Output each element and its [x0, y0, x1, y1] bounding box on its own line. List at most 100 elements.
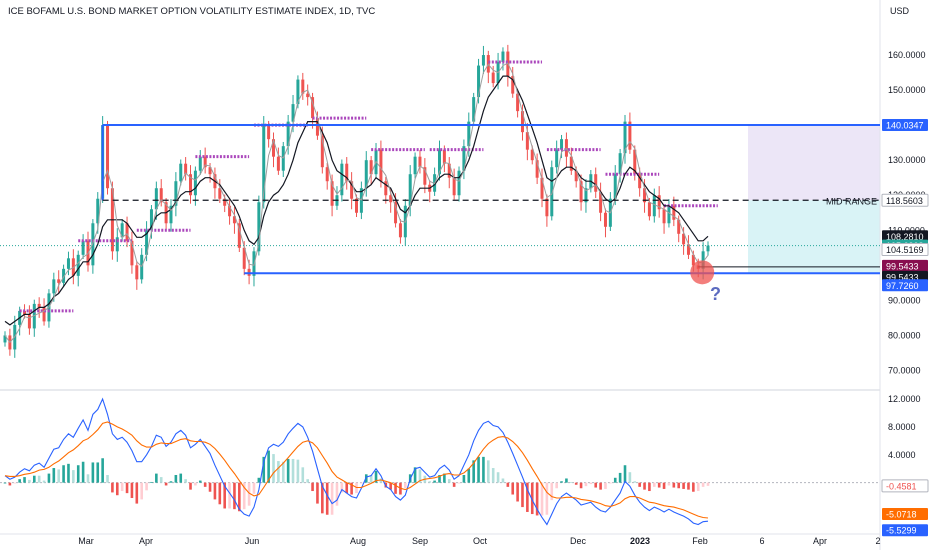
candle-body: [115, 237, 119, 252]
macd-histogram-bar: [101, 458, 104, 483]
macd-histogram-bar: [570, 481, 573, 483]
macd-histogram-bar: [433, 480, 436, 483]
candle-body: [389, 195, 393, 203]
candle-body: [154, 188, 158, 210]
macd-histogram-bar: [159, 477, 163, 483]
candle-body: [477, 65, 481, 98]
candle-body: [203, 156, 207, 168]
macd-histogram-bar: [491, 468, 495, 483]
candle-body: [677, 219, 681, 234]
macd-histogram-bar: [682, 482, 685, 489]
macd-histogram-bar: [218, 482, 222, 505]
candle-body: [145, 230, 149, 255]
macd-histogram-bar: [633, 481, 637, 483]
candle-body: [599, 191, 603, 213]
macd-histogram-bar: [687, 482, 690, 490]
macd-badge-label: -5.5299: [886, 526, 917, 536]
macd-histogram-bar: [672, 482, 676, 488]
macd-histogram-bar: [696, 482, 700, 492]
candle-body: [447, 163, 451, 178]
candle-body: [584, 188, 588, 203]
candle-body: [647, 202, 651, 217]
macd-histogram-bar: [457, 482, 461, 484]
candle-body: [579, 181, 583, 203]
macd-histogram-bar: [18, 479, 21, 483]
candle-body: [623, 121, 627, 154]
macd-histogram-bar: [37, 475, 41, 483]
macd-histogram-bar: [111, 482, 114, 493]
macd-histogram-bar: [584, 482, 588, 487]
candle-body: [481, 55, 485, 66]
macd-histogram-bar: [106, 474, 109, 483]
candle-body: [516, 93, 520, 112]
time-tick-label: 2: [875, 536, 880, 546]
macd-histogram-bar: [530, 482, 534, 515]
time-tick-label: Oct: [473, 536, 488, 546]
price-badge-label: 108.2810: [886, 232, 924, 242]
macd-histogram-bar: [223, 482, 226, 509]
candle-body: [491, 72, 495, 84]
candle-body: [120, 223, 124, 238]
macd-histogram-bar: [599, 482, 602, 490]
price-badge: 99.5433: [882, 259, 928, 272]
macd-histogram-bar: [145, 482, 148, 491]
time-tick-label: Sep: [412, 536, 428, 546]
price-badge: 97.7260: [882, 279, 928, 292]
macd-histogram-bar: [135, 482, 139, 504]
macd-histogram-bar: [369, 474, 373, 483]
macd-histogram-bar: [692, 482, 695, 492]
candle-body: [301, 79, 305, 94]
candle-body: [672, 205, 676, 220]
candle-body: [525, 132, 529, 150]
price-badge: 118.5603: [881, 193, 929, 207]
macd-histogram-bar: [662, 482, 666, 489]
macd-histogram-bar: [706, 482, 710, 486]
candle-body: [550, 167, 554, 217]
price-tick-label: 160.0000: [888, 50, 926, 60]
macd-histogram-bar: [652, 482, 656, 487]
candle-body: [198, 156, 202, 171]
candle-body: [237, 223, 241, 248]
candle-body: [520, 111, 524, 133]
macd-histogram-bar: [321, 482, 324, 514]
candle-body: [540, 177, 544, 199]
macd-tick-label: 12.0000: [888, 394, 921, 404]
ma-slow-line: [4, 62, 709, 344]
price-badge: 108.2810: [882, 230, 928, 243]
macd-histogram-bar: [623, 465, 627, 483]
ma-fast-line: [4, 75, 709, 326]
macd-histogram-bar: [228, 482, 231, 509]
candle-body: [394, 202, 398, 224]
macd-histogram-bar: [545, 482, 549, 515]
chart-title: ICE BOFAML U.S. BOND MARKET OPTION VOLAT…: [8, 6, 375, 17]
candle-body: [603, 212, 607, 227]
macd-histogram-bar: [233, 482, 236, 510]
candle-body: [228, 205, 232, 217]
macd-histogram-bar: [638, 482, 641, 487]
candle-body: [501, 51, 505, 63]
macd-histogram-bar: [589, 482, 593, 485]
macd-histogram-bar: [340, 482, 344, 493]
candle-body: [457, 170, 461, 196]
macd-histogram-bar: [501, 478, 505, 483]
candle-body: [643, 188, 647, 203]
price-badge-box: [882, 259, 928, 272]
macd-histogram-bar: [281, 461, 285, 483]
price-badge-label: 99.5433: [886, 272, 919, 282]
candle-body: [418, 156, 422, 168]
candle-body: [613, 174, 617, 199]
candle-body: [462, 146, 466, 171]
macd-histogram-bar: [47, 473, 51, 483]
price-tick-label: 80.0000: [888, 330, 921, 340]
candle-body: [638, 174, 642, 189]
candle-body: [364, 160, 368, 189]
macd-histogram-bar: [257, 477, 261, 483]
candle-body: [23, 310, 27, 315]
macd-line: [4, 397, 709, 526]
macd-histogram-bar: [438, 474, 441, 483]
macd-histogram-bar: [194, 482, 197, 486]
macd-histogram-bar: [286, 458, 290, 483]
candle-body: [325, 167, 329, 182]
